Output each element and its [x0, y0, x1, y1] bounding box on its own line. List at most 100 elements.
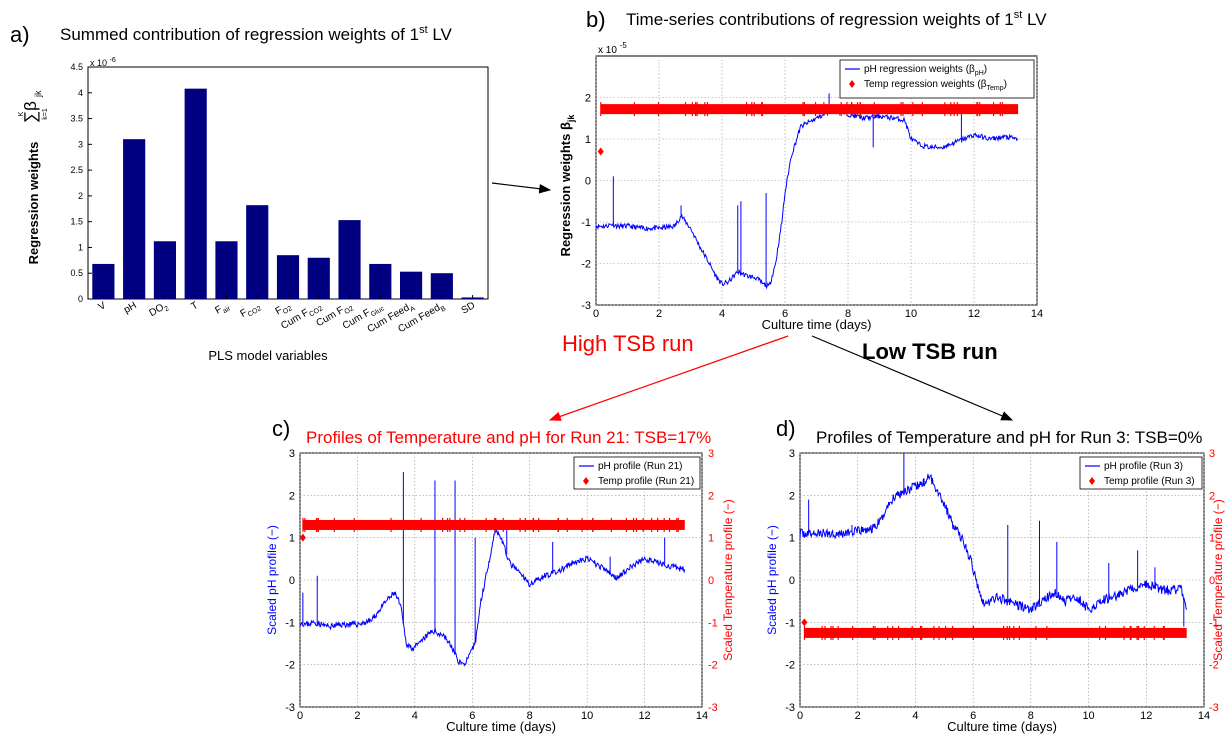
x-tick-label: 6 [782, 308, 788, 320]
y2-tick-label: 1 [708, 533, 714, 545]
legend-sub: pH [975, 70, 984, 77]
x-tick-label: 10 [1082, 710, 1094, 722]
tick-main: DO [148, 302, 167, 319]
y-tick-label: -2 [581, 259, 591, 271]
y-tick-label: -2 [285, 660, 295, 672]
legend-entry-0: pH regression weights (βpH) [864, 64, 987, 77]
y-axis-label: Regression weights βjk [558, 114, 576, 257]
y-tick-label: -3 [785, 702, 795, 714]
y-tick-label: -1 [581, 217, 591, 229]
y2-tick-label: -1 [1209, 617, 1219, 629]
legend-box [1079, 456, 1203, 490]
y2-tick-label: -3 [708, 702, 718, 714]
tick-sub: O2 [343, 305, 355, 316]
y-tick-label: 3.5 [70, 114, 83, 124]
y-tick-label: 1 [789, 533, 795, 545]
y-tick-label: 2 [289, 490, 295, 502]
y2-tick-label: -1 [708, 617, 718, 629]
legend-entry-1: Temp profile (Run 3) [1104, 476, 1195, 487]
y2-tick-label: 1 [1209, 533, 1215, 545]
bar-11 [430, 273, 453, 299]
y-tick-label: 4 [78, 88, 83, 98]
bar-9 [369, 263, 392, 299]
x-tick-label: 2 [656, 308, 662, 320]
panel-d-letter: d) [776, 416, 796, 441]
panel-c-letter: c) [272, 416, 290, 441]
y-tick-label: 0 [289, 575, 295, 587]
y-tick-label: -1 [785, 617, 795, 629]
bar-0 [92, 263, 115, 299]
high-tsb-label: High TSB run [562, 331, 694, 356]
exponent-label: x 10 -6 [90, 57, 116, 68]
y-axis-label: Scaled pH profile (−) [265, 525, 279, 635]
legend-sub: Temp [986, 85, 1003, 92]
y2-tick-label: 2 [1209, 490, 1215, 502]
exponent-power: -5 [620, 41, 628, 50]
y-label-sub: jk [566, 114, 576, 124]
tick-main: SD [460, 300, 478, 316]
bar-1 [123, 139, 146, 299]
x-tick-label: 10 [905, 308, 917, 320]
tick-sub: B [440, 305, 448, 314]
legend-entry-1: Temp regression weights (βTemp) [864, 79, 1007, 92]
tick-sub: CO2 [247, 305, 263, 318]
legend-swatch-temp [583, 477, 589, 485]
x-tick-label: 12 [1140, 710, 1152, 722]
x-tick-label-6: FO2 [274, 300, 294, 319]
x-tick-label: 8 [527, 710, 533, 722]
y-formula-bottom: k=1 [42, 108, 49, 120]
x-tick-label: 2 [354, 710, 360, 722]
y-tick-label: 2 [78, 191, 83, 201]
bar-8 [338, 220, 361, 299]
y2-axis-label: Scaled Temperature profile (−) [721, 499, 735, 661]
tick-main: pH [122, 300, 139, 316]
tick-main: F [238, 307, 249, 320]
x-tick-label: 0 [593, 308, 599, 320]
legend-box [839, 59, 1035, 99]
arrow-b-to-c [548, 335, 789, 421]
temp-series-band [804, 627, 1187, 638]
x-tick-label: 4 [412, 710, 418, 722]
x-tick-label-5: FCO2 [238, 300, 262, 322]
tick-main: V [97, 300, 109, 313]
panel-a-title: Summed contribution of regression weight… [60, 24, 453, 44]
y-formula-top: K [18, 111, 25, 116]
tick-sub: A [409, 305, 417, 314]
tick-sub: 2 [164, 305, 171, 313]
temp-series-band [600, 104, 1019, 115]
legend-entry-0: pH profile (Run 21) [598, 461, 682, 472]
arrow-b-to-d [811, 335, 1014, 421]
y-formula-sym: ∑β [21, 101, 40, 123]
y-axis-formula: ∑β jk K k=1 [18, 90, 49, 123]
temp-outlier-marker [597, 147, 604, 156]
x-tick-label: 14 [1198, 710, 1210, 722]
x-axis-label: Culture time (days) [762, 317, 872, 332]
ph-series-line [799, 473, 1188, 614]
temp-outlier-marker [801, 618, 808, 627]
y2-axis-label: Scaled Temperature profile (−) [1211, 499, 1225, 661]
legend-swatch-temp [1089, 477, 1095, 485]
y-tick-label: 2 [789, 490, 795, 502]
y-tick-label: -1 [285, 617, 295, 629]
y-tick-label: 3 [78, 139, 83, 149]
x-axis-label: PLS model variables [208, 348, 328, 363]
y-tick-label: 3 [289, 448, 295, 460]
y2-tick-label: 2 [708, 490, 714, 502]
tick-main: F [213, 304, 224, 317]
arrow-a-to-b [491, 182, 552, 194]
x-tick-label: 2 [855, 710, 861, 722]
y-tick-label: 0 [585, 176, 591, 188]
legend-entry-1: Temp profile (Run 21) [598, 476, 694, 487]
x-tick-label: 8 [845, 308, 851, 320]
x-tick-label: 14 [1031, 308, 1043, 320]
x-tick-label: 0 [797, 710, 803, 722]
x-tick-label: 0 [297, 710, 303, 722]
x-tick-label: 4 [719, 308, 725, 320]
temp-outlier-marker [299, 533, 306, 542]
x-tick-label: 14 [696, 710, 708, 722]
bar-10 [400, 271, 423, 299]
y-tick-label: 1 [585, 134, 591, 146]
y2-tick-label: 0 [708, 575, 714, 587]
tick-main: T [189, 300, 200, 313]
